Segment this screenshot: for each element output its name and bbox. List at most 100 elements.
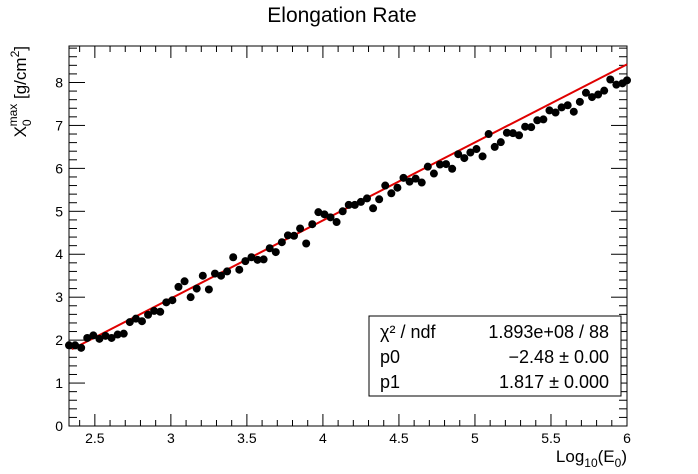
data-point: [259, 255, 268, 264]
data-point: [265, 244, 274, 253]
data-point: [478, 152, 487, 161]
data-point: [89, 331, 98, 340]
y-tick-label: 2: [55, 332, 63, 348]
stats-box-frame: [368, 315, 622, 397]
x-tick-label: 3: [167, 430, 175, 446]
data-point: [387, 189, 396, 198]
data-point: [484, 130, 493, 139]
y-tick-label: 6: [55, 160, 63, 176]
data-point: [162, 298, 171, 307]
data-point: [204, 285, 213, 294]
data-point: [277, 238, 286, 247]
y-tick-label: 5: [55, 203, 63, 219]
stats-row-p0-label: p0: [380, 347, 400, 367]
data-point: [150, 306, 159, 315]
y-tick-label: 4: [55, 246, 63, 262]
data-point: [101, 331, 110, 340]
data-point: [356, 197, 365, 206]
data-point: [363, 194, 372, 203]
data-point: [290, 231, 299, 240]
data-point: [247, 253, 256, 262]
data-point: [563, 101, 572, 110]
data-point: [198, 271, 207, 280]
data-point: [229, 253, 238, 262]
plot-frame: [68, 45, 628, 427]
data-point: [113, 330, 122, 339]
data-point: [241, 257, 250, 266]
data-point: [472, 145, 481, 154]
data-point: [344, 200, 353, 209]
data-point: [131, 314, 140, 323]
x-tick-label: 3.5: [237, 430, 257, 446]
data-point: [71, 341, 80, 350]
data-point: [545, 106, 554, 115]
data-point: [217, 271, 226, 280]
y-axis-title: X0max [g/cm2]: [6, 46, 34, 137]
data-point: [369, 204, 378, 213]
data-point: [156, 307, 165, 316]
x-tick-label: 5.5: [541, 430, 561, 446]
data-point: [125, 318, 134, 327]
data-point: [454, 150, 463, 159]
y-axis: 0 1 2 3 4 5 6 7 8: [55, 47, 627, 434]
x-tick-label: 5: [471, 430, 479, 446]
data-point: [539, 115, 548, 124]
x-tick-label: 6: [623, 430, 631, 446]
data-point: [223, 267, 232, 276]
data-point: [515, 131, 524, 140]
y-tick-label: 8: [55, 74, 63, 90]
data-point: [448, 164, 457, 173]
data-point: [405, 177, 414, 186]
data-point: [144, 310, 153, 319]
y-tick-label: 7: [55, 117, 63, 133]
data-point: [533, 116, 542, 125]
data-point: [192, 284, 201, 293]
y-tick-label: 3: [55, 289, 63, 305]
data-point: [551, 108, 560, 117]
data-point: [350, 200, 359, 209]
data-point: [490, 142, 499, 151]
data-point: [588, 93, 597, 102]
y-tick-label: 0: [55, 418, 63, 434]
data-point: [606, 75, 615, 84]
data-point: [460, 154, 469, 163]
x-tick-label: 4: [319, 430, 327, 446]
data-point: [442, 160, 451, 169]
data-point: [168, 296, 177, 305]
data-point: [569, 107, 578, 116]
data-point: [417, 178, 426, 187]
data-point: [174, 282, 183, 291]
chart-title: Elongation Rate: [267, 4, 416, 27]
data-point: [557, 103, 566, 112]
data-point: [119, 329, 128, 338]
data-point: [393, 183, 402, 192]
data-point: [502, 128, 511, 137]
data-point: [575, 97, 584, 106]
data-point: [137, 317, 146, 326]
data-point: [527, 123, 536, 132]
data-point: [107, 333, 116, 342]
data-point: [283, 231, 292, 240]
data-point: [612, 80, 621, 89]
y-tick-label: 1: [55, 375, 63, 391]
data-point: [180, 277, 189, 286]
data-point: [375, 195, 384, 204]
data-point: [623, 76, 631, 85]
x-tick-label: 2.5: [85, 430, 105, 446]
stats-row-p0-value: −2.48 ± 0.00: [509, 347, 609, 367]
data-point: [320, 210, 329, 219]
data-point: [95, 334, 104, 343]
data-point: [508, 129, 517, 138]
stats-row-chi2-value: 1.893e+08 / 88: [488, 322, 609, 342]
data-point: [411, 174, 420, 183]
stats-row-p1-label: p1: [380, 372, 400, 392]
data-point: [332, 218, 341, 227]
stats-box: χ² / ndf 1.893e+08 / 88 p0 −2.48 ± 0.00 …: [368, 315, 622, 397]
data-point: [186, 293, 195, 302]
x-axis-title: Log10(E0): [556, 447, 627, 470]
stats-row-chi2-label: χ² / ndf: [380, 322, 436, 342]
data-point: [326, 213, 335, 222]
data-point: [308, 220, 317, 229]
data-point: [600, 86, 609, 95]
data-point: [521, 122, 530, 131]
